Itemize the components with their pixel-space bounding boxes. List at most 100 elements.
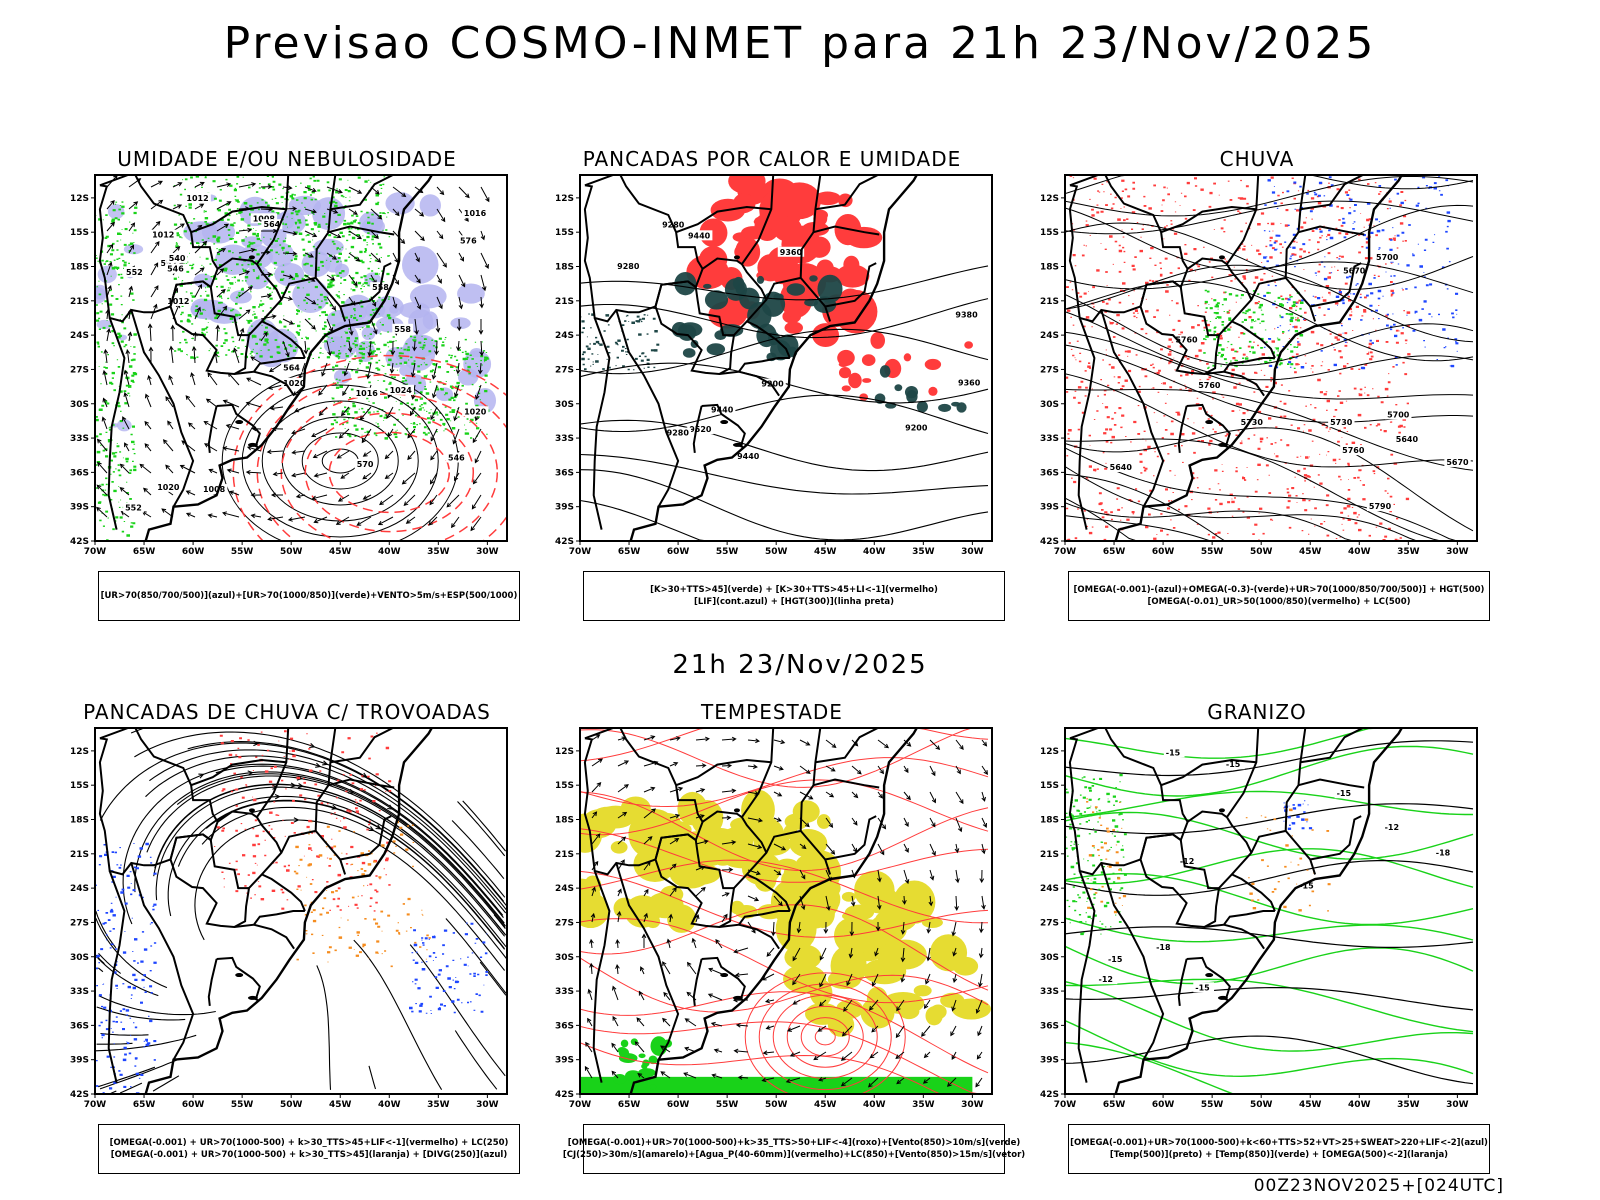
lake bbox=[732, 442, 743, 447]
contour-label: 5760 bbox=[1198, 381, 1221, 390]
contour-label: 9380 bbox=[955, 311, 978, 320]
wind-vector bbox=[617, 760, 630, 767]
wind-vector bbox=[429, 494, 438, 506]
height-500-contour bbox=[1065, 427, 1474, 532]
wind-vector bbox=[179, 464, 196, 474]
lat-tick-label: 15S bbox=[70, 228, 89, 238]
height-500-contour bbox=[1065, 311, 1474, 381]
wind-vector bbox=[266, 449, 284, 455]
wind-vector bbox=[643, 888, 649, 897]
wind-vector bbox=[431, 362, 438, 380]
wind-vector bbox=[686, 961, 697, 975]
wind-vector bbox=[841, 1025, 853, 1037]
contour-label: -18 bbox=[1156, 943, 1171, 952]
temp-500-contour bbox=[1065, 1035, 1474, 1085]
contour-label-bg bbox=[1374, 251, 1401, 262]
wind-vector bbox=[616, 910, 622, 923]
contour-label: 1016 bbox=[356, 389, 379, 398]
lat-tick-label: 21S bbox=[555, 850, 574, 860]
lon-tick-label: 35W bbox=[427, 1100, 450, 1110]
wind-vector bbox=[762, 1050, 775, 1056]
instability-green-area bbox=[817, 274, 843, 303]
contour-label-bg bbox=[709, 404, 736, 415]
lat-tick-label: 36S bbox=[70, 1021, 89, 1031]
contour-label-bg bbox=[1238, 416, 1266, 427]
lat-tick-label: 33S bbox=[70, 987, 89, 997]
wind-vector bbox=[825, 843, 836, 855]
lat-tick-label: 33S bbox=[1040, 434, 1059, 444]
panel-title: UMIDADE E/OU NEBULOSIDADE bbox=[117, 147, 457, 171]
political-border bbox=[1223, 370, 1265, 397]
instability-red-area bbox=[757, 254, 784, 282]
wind-vector bbox=[222, 511, 240, 518]
height-500-contour bbox=[1065, 515, 1473, 541]
humidity-700-area bbox=[385, 192, 415, 215]
contour-label-bg bbox=[1334, 788, 1356, 799]
wind-vector bbox=[954, 843, 960, 854]
wind-vector bbox=[981, 895, 986, 910]
wind-vector bbox=[683, 1072, 697, 1079]
wind-vector bbox=[900, 973, 906, 983]
lon-tick-label: 50W bbox=[1250, 1100, 1273, 1110]
wind-vector bbox=[951, 999, 957, 1012]
contour-label-bg bbox=[1105, 954, 1127, 965]
wind-vector bbox=[825, 791, 835, 798]
streamline-250-arrowhead bbox=[198, 773, 205, 779]
wind-vector bbox=[479, 340, 485, 357]
political-border bbox=[654, 280, 736, 376]
lat-tick-label: 36S bbox=[555, 468, 574, 478]
political-border bbox=[1100, 309, 1165, 508]
wind-vector bbox=[458, 186, 470, 199]
political-border bbox=[1225, 728, 1260, 854]
wind-vector bbox=[250, 356, 262, 364]
wind-vector bbox=[282, 318, 294, 325]
wind-vector bbox=[260, 272, 273, 277]
contour-label: -15 bbox=[1108, 955, 1123, 964]
panel-title: PANCADAS DE CHUVA C/ TROVOADAS bbox=[83, 700, 491, 724]
instability-red-area bbox=[813, 209, 828, 221]
lat-tick-label: 36S bbox=[1040, 468, 1059, 478]
lat-tick-label: 15S bbox=[70, 781, 89, 791]
lake bbox=[248, 255, 255, 260]
political-border bbox=[1223, 923, 1265, 950]
contour-label: 5760 bbox=[1342, 446, 1365, 455]
contour-label-bg bbox=[1385, 409, 1412, 420]
lat-tick-label: 24S bbox=[555, 884, 574, 894]
contour-label-bg bbox=[1173, 334, 1200, 345]
contour-label-bg bbox=[1193, 982, 1215, 993]
jet-yellow-area bbox=[789, 829, 828, 858]
lon-tick-label: 65W bbox=[618, 547, 641, 557]
lat-tick-label: 24S bbox=[70, 331, 89, 341]
wind-vector bbox=[233, 347, 240, 364]
wind-vector bbox=[348, 186, 363, 194]
political-border bbox=[746, 320, 791, 359]
contour-label: 564 bbox=[283, 363, 300, 372]
wind-vector bbox=[366, 362, 372, 380]
wind-vector bbox=[925, 973, 931, 985]
wind-vector bbox=[946, 1077, 957, 1087]
streamline-250-arrowhead bbox=[375, 824, 382, 830]
thickness-contour bbox=[232, 354, 507, 541]
omega-orange-speck bbox=[1245, 807, 1331, 912]
precipitable-water-contour bbox=[580, 828, 989, 883]
wind-vector bbox=[172, 245, 181, 254]
wind-vector bbox=[428, 516, 438, 526]
wind-vector bbox=[901, 895, 907, 905]
precipitable-water-contour bbox=[580, 957, 989, 1013]
legend-line-1: [OMEGA(-0.001)+UR>70(1000-500)+k<60+TTS>… bbox=[1070, 1138, 1488, 1148]
wind-vector bbox=[185, 395, 196, 408]
wind-vector bbox=[747, 764, 758, 769]
political-border bbox=[1204, 910, 1275, 928]
wind-vector bbox=[291, 428, 306, 435]
wind-vector bbox=[591, 833, 601, 845]
streamline-250 bbox=[97, 957, 159, 997]
jet-yellow-area bbox=[613, 897, 636, 919]
wind-vector bbox=[975, 1077, 983, 1088]
wind-vector bbox=[294, 406, 306, 413]
streamline-250 bbox=[176, 773, 506, 927]
contour-label: 5700 bbox=[1387, 410, 1410, 419]
wind-vector bbox=[216, 223, 230, 232]
wind-vector bbox=[591, 782, 602, 793]
lat-tick-label: 18S bbox=[70, 816, 89, 826]
divergence-blue-speck bbox=[409, 922, 489, 1014]
